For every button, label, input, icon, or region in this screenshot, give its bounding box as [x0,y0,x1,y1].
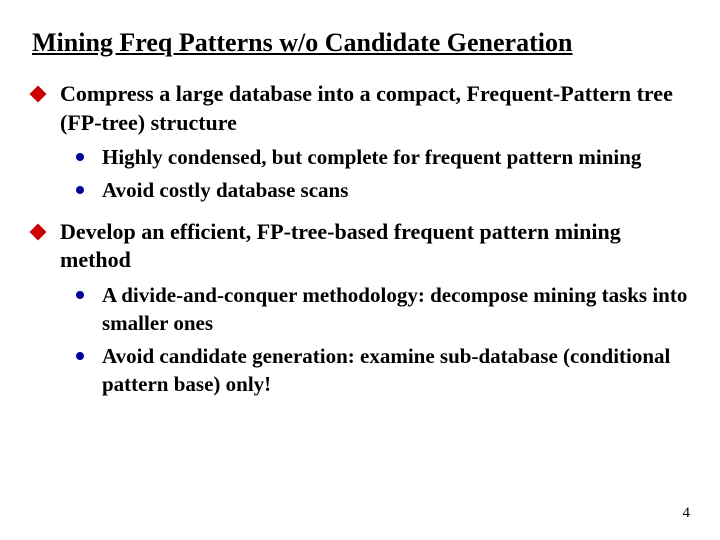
sub-bullet-text: Avoid costly database scans [102,176,690,204]
bullet-level2: A divide-and-conquer methodology: decomp… [76,281,690,338]
diamond-icon [30,223,47,240]
dot-icon [76,186,84,194]
diamond-icon [30,86,47,103]
bullet-level2: Avoid costly database scans [76,176,690,204]
bullet-level1: Compress a large database into a compact… [32,80,690,137]
sub-bullet-text: Avoid candidate generation: examine sub-… [102,342,690,399]
bullet-level2: Highly condensed, but complete for frequ… [76,143,690,171]
bullet-text: Compress a large database into a compact… [60,80,690,137]
dot-icon [76,153,84,161]
bullet-level1: Develop an efficient, FP-tree-based freq… [32,218,690,275]
bullet-level2: Avoid candidate generation: examine sub-… [76,342,690,399]
slide-title: Mining Freq Patterns w/o Candidate Gener… [32,28,690,58]
dot-icon [76,291,84,299]
sub-bullet-text: Highly condensed, but complete for frequ… [102,143,690,171]
sub-bullet-text: A divide-and-conquer methodology: decomp… [102,281,690,338]
page-number: 4 [683,505,691,522]
dot-icon [76,352,84,360]
bullet-text: Develop an efficient, FP-tree-based freq… [60,218,690,275]
